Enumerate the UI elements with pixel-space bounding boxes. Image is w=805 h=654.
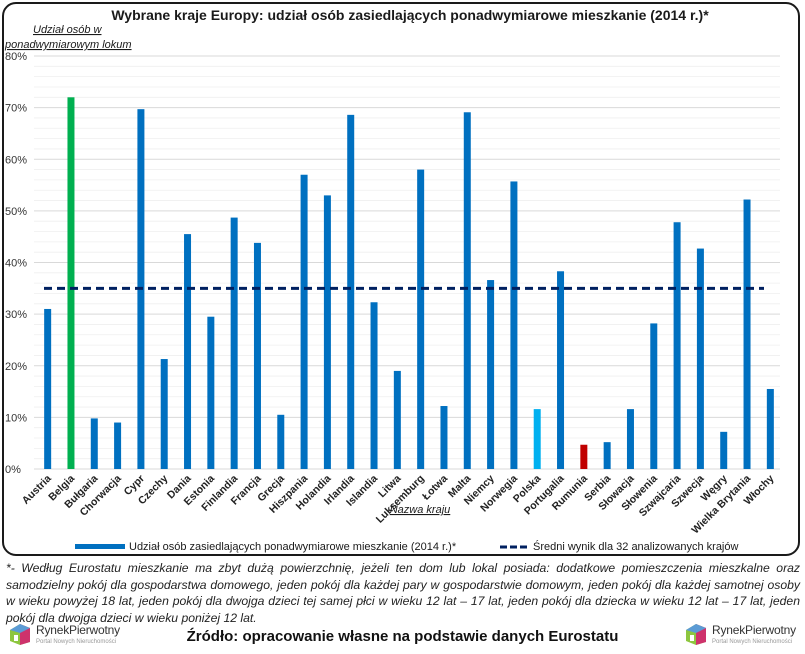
bar-szwajcaria (673, 222, 681, 469)
x-tick-label: Austria (20, 473, 54, 507)
bar-szwecja (696, 248, 704, 469)
bar-słowenia (650, 323, 658, 469)
y-tick-label: 70% (5, 103, 27, 115)
chart-frame (2, 2, 800, 556)
bar-norwegia (510, 181, 518, 470)
bar-chart: Wybrane kraje Europy: udział osób zasied… (4, 7, 780, 553)
y-axis-title-line1: Udział osób w (33, 24, 103, 36)
logo-name: RynekPierwotny (36, 623, 120, 637)
logo-tagline: Portal Nowych Nieruchomości (36, 639, 117, 645)
bar-wielka-brytania (743, 199, 751, 469)
bar-niemcy (487, 280, 495, 469)
y-axis-title-line2: ponadwymiarowym lokum (4, 39, 132, 51)
bar-litwa (393, 370, 401, 469)
bar-chorwacja (114, 422, 122, 469)
y-tick-label: 20% (5, 361, 27, 373)
logo-tagline: Portal Nowych Nieruchomości (712, 639, 793, 645)
y-tick-label: 80% (5, 51, 27, 63)
bar-polska (533, 409, 541, 469)
y-tick-label: 0% (5, 464, 21, 476)
house-logo-icon (8, 622, 32, 646)
chart-title: Wybrane kraje Europy: udział osób zasied… (111, 7, 709, 23)
legend-swatch-bars (75, 544, 125, 549)
x-axis-title: Nazwa kraju (390, 504, 451, 516)
legend-label-average: Średni wynik dla 32 analizowanych krajów (533, 540, 738, 553)
logo-name: RynekPierwotny (712, 623, 796, 637)
bar-bułgaria (90, 418, 98, 469)
x-tick-label: Łotwa (420, 473, 450, 503)
y-tick-label: 40% (5, 258, 27, 270)
bar-belgia (67, 97, 75, 470)
bar-finlandia (230, 217, 238, 469)
bar-malta (463, 112, 471, 470)
bar-luksemburg (417, 169, 425, 469)
bar-holandia (323, 195, 331, 469)
y-axis-ticks: 0% 10% 20% 30% 40% 50% 60% 70% 80% (5, 51, 27, 476)
bar-estonia (207, 316, 215, 469)
bar-słowacja (626, 409, 634, 469)
legend-label-bars: Udział osób zasiedlających ponadwymiarow… (129, 541, 457, 553)
footnote: *- Według Eurostatu mieszkanie ma zbyt d… (6, 561, 800, 625)
legend: Udział osób zasiedlających ponadwymiarow… (75, 540, 738, 553)
bar-hiszpania (300, 174, 308, 470)
bar-austria (44, 308, 52, 469)
bar-włochy (766, 388, 774, 469)
source-note: Źródło: opracowanie własne na podstawie … (186, 628, 619, 645)
bar-czechy (160, 359, 168, 469)
y-tick-label: 50% (5, 206, 27, 218)
bar-łotwa (440, 406, 448, 469)
y-tick-label: 10% (5, 412, 27, 424)
bar-serbia (603, 442, 611, 469)
bar-grecja (277, 414, 285, 469)
logo-right: RynekPierwotny Portal Nowych Nieruchomoś… (684, 622, 796, 646)
gridlines (34, 55, 780, 470)
y-tick-label: 60% (5, 154, 27, 166)
bar-francja (253, 242, 261, 469)
bar-islandia (370, 302, 378, 469)
bar-rumunia (580, 444, 588, 469)
bar-portugalia (557, 271, 565, 469)
bar-irlandia (347, 114, 355, 469)
bar-dania (184, 234, 192, 469)
house-logo-icon (684, 622, 708, 646)
bar-węgry (720, 431, 728, 469)
logo-left: RynekPierwotny Portal Nowych Nieruchomoś… (8, 622, 120, 646)
y-tick-label: 30% (5, 309, 27, 321)
